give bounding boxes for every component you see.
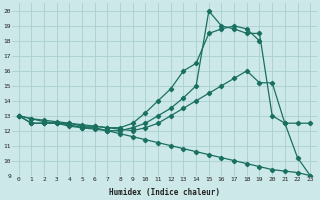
X-axis label: Humidex (Indice chaleur): Humidex (Indice chaleur) — [109, 188, 220, 197]
